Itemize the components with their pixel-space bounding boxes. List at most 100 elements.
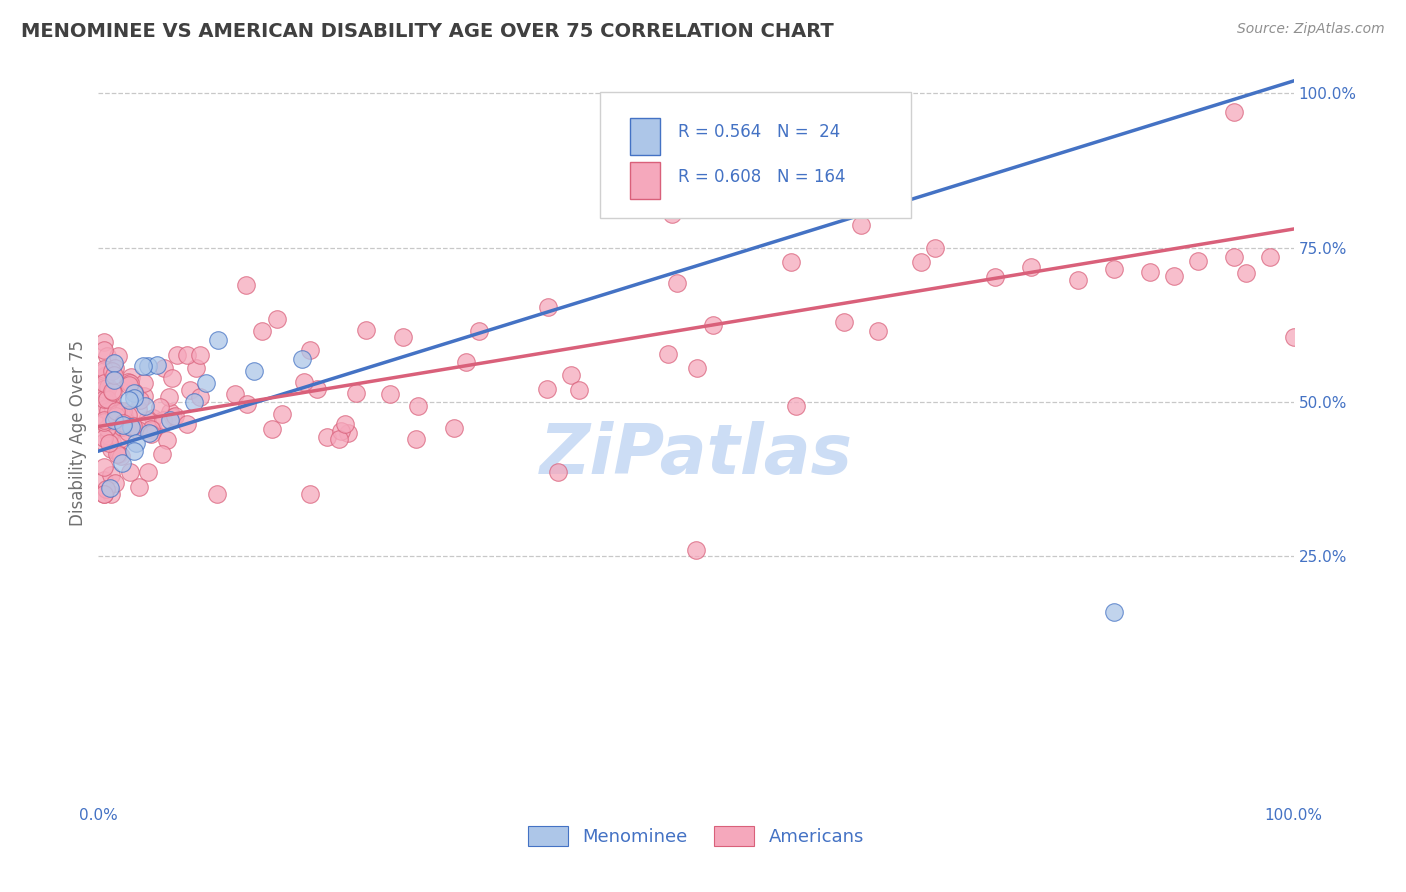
Point bbox=[100, 414, 122, 428]
Point bbox=[176, 417, 198, 432]
Point bbox=[328, 432, 350, 446]
Point bbox=[100, 467, 122, 482]
Point bbox=[1104, 605, 1126, 619]
Point bbox=[93, 487, 115, 501]
Point bbox=[298, 343, 321, 357]
Point bbox=[107, 406, 129, 420]
Point bbox=[150, 447, 173, 461]
Point bbox=[100, 442, 122, 456]
Point bbox=[93, 460, 115, 475]
Point bbox=[392, 330, 415, 344]
Point bbox=[103, 368, 125, 382]
Point bbox=[122, 384, 145, 399]
Point bbox=[156, 434, 179, 448]
FancyBboxPatch shape bbox=[600, 92, 911, 218]
Point bbox=[1234, 266, 1257, 280]
Point bbox=[117, 418, 139, 433]
Point bbox=[378, 386, 401, 401]
Point bbox=[162, 410, 184, 425]
Bar bbox=[630, 118, 661, 155]
Point bbox=[1258, 250, 1281, 264]
Point bbox=[1223, 104, 1246, 119]
Point bbox=[235, 277, 257, 292]
Point bbox=[132, 376, 155, 390]
Point bbox=[93, 431, 115, 445]
Point bbox=[111, 416, 134, 430]
Point bbox=[1187, 254, 1209, 268]
Point bbox=[1282, 330, 1305, 344]
Point bbox=[121, 419, 143, 434]
Point bbox=[98, 435, 121, 450]
Point bbox=[93, 364, 115, 378]
Text: Source: ZipAtlas.com: Source: ZipAtlas.com bbox=[1237, 22, 1385, 37]
Point bbox=[153, 361, 176, 376]
Point bbox=[537, 300, 560, 314]
Point bbox=[97, 379, 120, 393]
Point bbox=[139, 422, 162, 436]
Point bbox=[560, 368, 582, 383]
Point bbox=[406, 399, 429, 413]
Point bbox=[243, 364, 266, 378]
Point bbox=[657, 347, 679, 361]
Point bbox=[337, 426, 360, 441]
Point bbox=[129, 392, 152, 407]
Point bbox=[785, 399, 807, 413]
Point bbox=[299, 487, 322, 501]
Point bbox=[107, 414, 129, 428]
Point bbox=[834, 315, 856, 329]
Point bbox=[96, 400, 118, 414]
Point bbox=[117, 392, 139, 407]
Point bbox=[188, 348, 211, 362]
Point bbox=[103, 373, 125, 387]
Point bbox=[117, 425, 139, 439]
Point bbox=[104, 360, 127, 375]
Point bbox=[1163, 268, 1185, 283]
Text: MENOMINEE VS AMERICAN DISABILITY AGE OVER 75 CORRELATION CHART: MENOMINEE VS AMERICAN DISABILITY AGE OVE… bbox=[21, 22, 834, 41]
Point bbox=[93, 369, 115, 384]
Point bbox=[1067, 273, 1090, 287]
Text: R = 0.564   N =  24: R = 0.564 N = 24 bbox=[678, 123, 841, 141]
Point bbox=[127, 423, 149, 437]
Point bbox=[122, 418, 145, 433]
Point bbox=[262, 422, 284, 436]
Point bbox=[124, 444, 146, 458]
Point bbox=[96, 420, 118, 434]
Point bbox=[157, 390, 180, 404]
Point bbox=[1223, 250, 1246, 264]
Point bbox=[125, 435, 148, 450]
Point bbox=[93, 415, 115, 429]
Point bbox=[93, 487, 115, 501]
Point bbox=[93, 473, 115, 487]
Point bbox=[176, 348, 198, 362]
Point bbox=[138, 426, 160, 441]
Point bbox=[405, 432, 427, 446]
Point bbox=[136, 359, 159, 374]
Point bbox=[780, 255, 803, 269]
Point bbox=[97, 404, 120, 418]
Point bbox=[1139, 265, 1161, 279]
Point bbox=[110, 405, 132, 419]
Point bbox=[142, 423, 165, 437]
Point bbox=[224, 386, 246, 401]
Point bbox=[142, 410, 165, 425]
Point bbox=[128, 480, 150, 494]
Point bbox=[110, 449, 132, 463]
Point bbox=[98, 481, 122, 495]
Bar bbox=[630, 162, 661, 200]
Point bbox=[468, 324, 491, 338]
Point bbox=[93, 361, 115, 376]
Point bbox=[103, 356, 125, 370]
Point bbox=[111, 404, 134, 418]
Point bbox=[236, 397, 259, 411]
Point bbox=[93, 376, 115, 391]
Point bbox=[188, 390, 211, 404]
Point bbox=[132, 359, 155, 374]
Point bbox=[122, 384, 145, 399]
Point bbox=[354, 323, 377, 337]
Point bbox=[443, 421, 465, 435]
Point bbox=[108, 432, 131, 446]
Point bbox=[122, 391, 145, 405]
Point bbox=[315, 430, 337, 444]
Point bbox=[134, 399, 156, 413]
Point bbox=[120, 465, 142, 479]
